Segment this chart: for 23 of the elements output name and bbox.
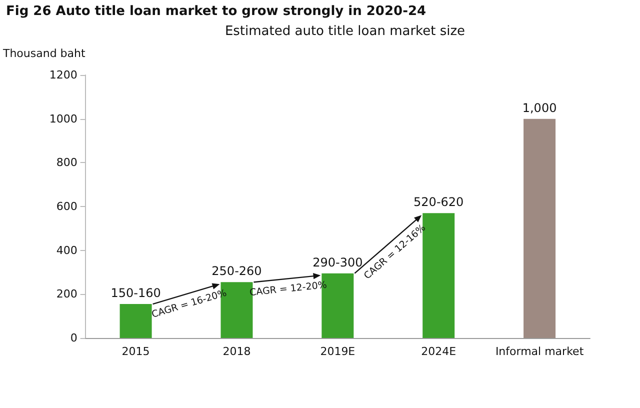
chart-title: Fig 26 Auto title loan market to grow strongly in 2020-24: [6, 4, 426, 19]
data-label: 250-260: [212, 264, 262, 278]
bar: [524, 118, 556, 338]
x-tick-label: 2018: [222, 345, 251, 358]
x-tick-label: 2019E: [320, 345, 356, 358]
y-tick-label: 0: [70, 332, 78, 344]
y-tick-label: 200: [56, 288, 78, 301]
x-tick-label: 2015: [122, 345, 150, 358]
data-label: 150-160: [110, 286, 161, 300]
data-label: 520-620: [414, 195, 464, 210]
x-tick-label: Informal market: [495, 345, 584, 358]
data-label: 1,000: [522, 100, 557, 115]
x-tick-label: 2024E: [421, 345, 456, 358]
annotation: CAGR = 12-20%: [249, 280, 328, 299]
y-tick-label: 1000: [49, 112, 78, 126]
chart-subtitle: Estimated auto title loan market size: [224, 24, 466, 39]
y-tick-label: 1200: [49, 68, 78, 82]
bar: [120, 304, 152, 338]
y-tick-label: 800: [56, 156, 78, 170]
y-tick-label: 400: [56, 244, 78, 257]
data-label: 290-300: [312, 255, 363, 270]
y-axis-title: Thousand baht: [2, 47, 86, 60]
y-tick-label: 600: [56, 200, 78, 213]
